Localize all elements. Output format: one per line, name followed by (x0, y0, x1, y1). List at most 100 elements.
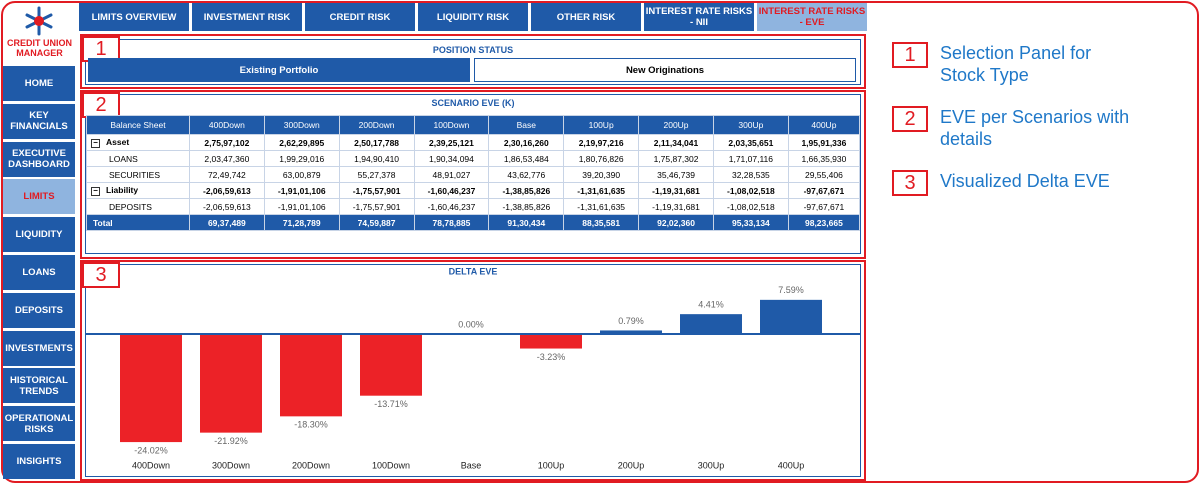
table-row: Total 69,37,489 71,28,789 74,59,887 78,78,88… (86, 214, 861, 231)
cell-text: -97,67,671 (803, 201, 845, 212)
table-cell: -1,31,61,635 (563, 198, 640, 215)
table-cell: 2,03,35,651 (712, 134, 789, 151)
cell-text: 2,30,16,260 (503, 137, 549, 148)
cell-text: 55,27,378 (357, 169, 396, 180)
cell-text: -1,60,46,237 (427, 201, 476, 212)
bar (680, 314, 742, 334)
cell-text: -1,60,46,237 (427, 185, 476, 196)
table-cell: 2,19,97,216 (563, 134, 640, 151)
cell-text: DEPOSITS (109, 201, 152, 212)
nav-button[interactable]: OPERATIONAL RISKS (3, 406, 75, 442)
bar (200, 334, 262, 433)
header-cell: 400Up (787, 115, 861, 135)
table-cell: 78,78,885 (413, 214, 490, 231)
panel (80, 34, 866, 89)
nav-button[interactable]: INSIGHTS (3, 444, 75, 479)
tab[interactable]: OTHER RISK (531, 3, 641, 31)
eve-table: Balance Sheet 400Down 300Down 200Down 100Dow… (86, 115, 861, 231)
tab[interactable]: LIQUIDITY RISK (418, 3, 528, 31)
table-cell: 2,11,34,041 (638, 134, 714, 151)
cell-text: 29,55,406 (804, 169, 843, 180)
table-cell: 1,75,87,302 (638, 150, 714, 167)
tab[interactable]: LIMITS OVERVIEW (79, 3, 189, 31)
table-cell: -97,67,671 (787, 198, 861, 215)
nav-button[interactable]: LOANS (3, 255, 75, 290)
logo-text: CREDIT UNION MANAGER (7, 38, 72, 58)
nav-button[interactable]: INVESTMENTS (3, 330, 75, 366)
annotation-number: 1 (892, 42, 928, 68)
chart-title: DELTA EVE (449, 266, 498, 276)
table-cell: 1,95,91,336 (787, 134, 861, 151)
cell-text: -2,06,59,613 (203, 201, 251, 212)
cell-text: 2,50,17,788 (354, 137, 400, 148)
table-cell: − Asset (86, 134, 190, 151)
table-cell: 95,33,134 (712, 214, 789, 231)
table-cell: -1,75,57,901 (338, 182, 415, 199)
table-cell: -2,06,59,613 (188, 198, 265, 215)
table-cell: 98,23,665 (787, 214, 861, 231)
table-row: SECURITIES 72,49,742 63,00,879 55,27,378 48,… (86, 166, 861, 183)
tab[interactable]: INTEREST RATE RISKS - EVE (757, 3, 867, 31)
header-cell: 300Up (712, 115, 789, 135)
bar (280, 334, 342, 417)
cell-text: 71,28,789 (282, 217, 321, 228)
cell-text: 1,86,53,484 (503, 153, 549, 164)
table-cell: 32,28,535 (712, 166, 789, 183)
nav-button[interactable]: KEY FINANCIALS (3, 103, 75, 139)
value-label: -24.02% (134, 445, 168, 455)
cell-text: -1,31,61,635 (577, 201, 626, 212)
table-cell: 2,62,29,895 (263, 134, 340, 151)
table-cell: 35,46,739 (638, 166, 714, 183)
table-cell: -1,75,57,901 (338, 198, 415, 215)
bar (600, 330, 662, 334)
table-cell: -1,38,85,826 (488, 182, 565, 199)
cell-text: 2,03,47,360 (204, 153, 250, 164)
value-label: -13.71% (374, 399, 408, 409)
table-cell: 74,59,887 (338, 214, 415, 231)
value-label: -3.23% (537, 352, 566, 362)
table-cell: -1,38,85,826 (488, 198, 565, 215)
x-tick-label: 400Up (778, 460, 805, 470)
table-cell: 39,20,390 (563, 166, 640, 183)
position-box (85, 39, 861, 85)
option-button[interactable]: Existing Portfolio (88, 58, 470, 82)
cell-text: 2,11,34,041 (653, 137, 699, 148)
table-cell: SECURITIES (86, 166, 190, 183)
table-cell: 1,66,35,930 (787, 150, 861, 167)
table-cell: 1,90,34,094 (413, 150, 490, 167)
cell-text: Asset (106, 137, 130, 147)
table-row: LOANS 2,03,47,360 1,99,29,016 1,94,90,410 1,… (86, 150, 861, 167)
cell-text: -1,08,02,518 (727, 201, 775, 212)
value-label: 0.00% (458, 319, 484, 329)
table-cell: 92,02,360 (638, 214, 714, 231)
cell-text: -1,75,57,901 (352, 185, 401, 196)
value-label: -18.30% (294, 420, 328, 430)
option-button[interactable]: New Originations (474, 58, 856, 82)
tab[interactable]: INTEREST RATE RISKS - NII (644, 3, 754, 31)
nav-button[interactable]: HISTORICAL TRENDS (3, 368, 75, 404)
cell-text: 32,28,535 (731, 169, 770, 180)
table-cell: 69,37,489 (188, 214, 265, 231)
table-cell: 1,99,29,016 (263, 150, 340, 167)
nav-button[interactable]: HOME (3, 66, 75, 101)
cell-text: 35,46,739 (657, 169, 695, 180)
cell-text: SECURITIES (109, 169, 161, 180)
cell-text: 2,19,97,216 (578, 137, 624, 148)
cell-text: 1,94,90,410 (354, 153, 400, 164)
collapse-icon: − (91, 139, 100, 148)
cell-text: Liability (106, 185, 139, 195)
nav-button[interactable]: LIMITS (3, 179, 75, 215)
cell-text: 2,03,35,651 (728, 137, 774, 148)
header-cell: 100Up (563, 115, 640, 135)
nav-button[interactable]: LIQUIDITY (3, 217, 75, 253)
chart-box (85, 264, 861, 477)
annotation-text: EVE per Scenarios with details (940, 107, 1130, 149)
bar (520, 334, 582, 349)
tab[interactable]: INVESTMENT RISK (192, 3, 302, 31)
nav-button[interactable]: DEPOSITS (3, 292, 75, 328)
nav-button[interactable]: EXECUTIVE DASHBOARD (3, 141, 75, 177)
table-cell: 1,71,07,116 (712, 150, 789, 167)
value-label: -21.92% (214, 436, 248, 446)
tab[interactable]: CREDIT RISK (305, 3, 415, 31)
